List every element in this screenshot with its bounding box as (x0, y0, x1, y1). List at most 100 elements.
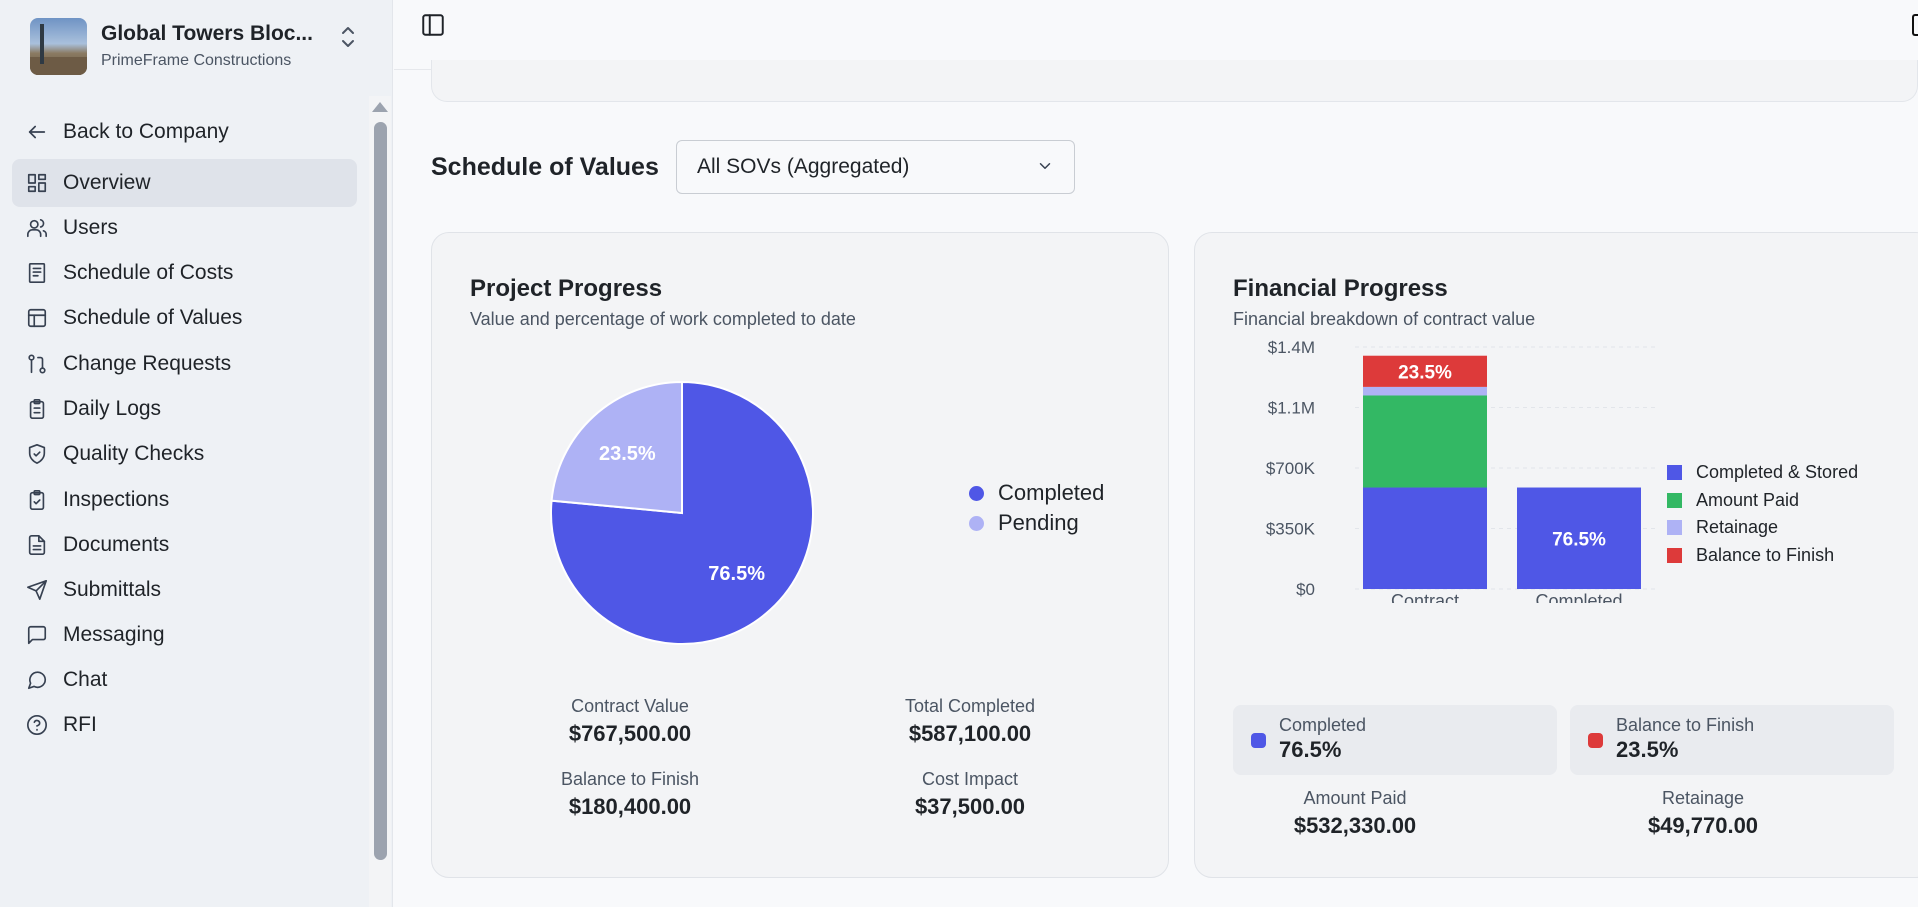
sidebar-item-rfi[interactable]: RFI (12, 701, 357, 749)
file-text-icon (25, 533, 49, 557)
clipboard-check-icon (25, 488, 49, 512)
sidebar-item-label: Daily Logs (63, 397, 162, 420)
sidebar-item-users[interactable]: Users (12, 204, 357, 252)
chevron-down-icon (1039, 163, 1051, 169)
scroll-up-arrow-icon[interactable] (372, 102, 388, 112)
bar-contract-amount-paid[interactable] (1363, 395, 1487, 488)
x-tick-label: Contract (1391, 591, 1459, 603)
legend-swatch (969, 515, 984, 531)
sidebar-item-quality-checks[interactable]: Quality Checks (12, 430, 357, 478)
help-circle-icon (25, 713, 49, 737)
badge-label: Balance to Finish (1616, 715, 1755, 735)
badge-value: 23.5% (1616, 737, 1679, 762)
badge-swatch (1588, 733, 1603, 748)
legend-swatch (1667, 465, 1682, 481)
bar-contract-retainage[interactable] (1363, 386, 1487, 396)
stat-value: $532,330.00 (1293, 813, 1417, 838)
legend-swatch (1667, 520, 1682, 536)
message-square-icon (25, 623, 49, 647)
legend-item-completed[interactable]: Completed (969, 478, 1104, 508)
legend-swatch (1667, 492, 1682, 508)
dashboard-icon (25, 171, 49, 195)
stat-label: Retainage (1661, 788, 1745, 808)
sidebar-item-label: Schedule of Values (63, 306, 243, 329)
sidebar-item-change-requests[interactable]: Change Requests (12, 340, 357, 388)
sidebar-item-label: Schedule of Costs (63, 261, 234, 284)
sidebar-item-label: Change Requests (63, 352, 232, 375)
clipboard-list-icon (25, 397, 49, 421)
sidebar-item-label: Inspections (63, 488, 170, 511)
stat-label: Cost Impact (921, 769, 1019, 789)
window-edge-icon (1912, 14, 1918, 36)
git-pull-request-icon (25, 352, 49, 376)
pie-slice-pending[interactable] (550, 380, 683, 515)
message-circle-icon (25, 668, 49, 692)
stat-label: Contract Value (571, 696, 689, 716)
top-bar (394, 0, 1918, 70)
chevrons-up-down-icon[interactable] (336, 22, 360, 52)
financial-progress-card: Financial Progress Financial breakdown o… (1194, 232, 1918, 878)
stat-retainage: Retainage $49,770.00 (1573, 788, 1833, 839)
legend-label: Pending (998, 510, 1079, 535)
stat-value: $37,500.00 (914, 794, 1026, 819)
stat-amount-paid: Amount Paid $532,330.00 (1225, 788, 1485, 839)
financial-progress-bar-chart: $0 $350K $700K $1.1M $1.4M 23.5% Contract 76.5%… (1266, 338, 1655, 603)
stat-contract-value: Contract Value $767,500.00 (500, 696, 760, 747)
bar-legend: Completed & Stored Amount Paid Retainage… (1667, 459, 1858, 569)
users-icon (25, 216, 49, 240)
legend-label: Completed (998, 480, 1105, 505)
badge-label: Completed (1279, 715, 1367, 735)
sidebar-item-messaging[interactable]: Messaging (12, 611, 357, 659)
completed-badge: Completed 76.5% (1233, 705, 1557, 775)
y-tick-label: $700K (1266, 459, 1316, 478)
sidebar-item-inspections[interactable]: Inspections (12, 476, 357, 524)
y-tick-label: $0 (1296, 580, 1315, 599)
legend-item-balance-to-finish[interactable]: Balance to Finish (1667, 542, 1858, 570)
sidebar-scrollbar-thumb[interactable] (374, 122, 387, 860)
back-to-company-link[interactable]: Back to Company (12, 108, 357, 156)
legend-item-amount-paid[interactable]: Amount Paid (1667, 487, 1858, 515)
sov-select[interactable]: All SOVs (Aggregated) (676, 140, 1075, 194)
stat-balance-to-finish: Balance to Finish $180,400.00 (500, 769, 760, 820)
balance-badge: Balance to Finish 23.5% (1570, 705, 1894, 775)
sidebar-item-chat[interactable]: Chat (12, 656, 357, 704)
card-title: Financial Progress (1233, 275, 1448, 302)
project-thumbnail (30, 17, 87, 75)
sidebar-item-label: Submittals (63, 578, 162, 601)
card-title: Project Progress (470, 275, 663, 302)
legend-item-completed-stored[interactable]: Completed & Stored (1667, 459, 1858, 487)
stat-label: Total Completed (904, 696, 1036, 716)
sidebar-item-label: Chat (63, 668, 108, 691)
sidebar-toggle-icon[interactable] (420, 12, 446, 38)
bar-completed-completed-stored[interactable] (1517, 487, 1641, 589)
stat-label: Amount Paid (1303, 788, 1407, 808)
company-name: PrimeFrame Constructions (101, 52, 292, 69)
stat-total-completed: Total Completed $587,100.00 (840, 696, 1100, 747)
sidebar-nav: Back to Company Overview Users Schedule … (0, 100, 370, 907)
bar-contract-balance-to-finish[interactable] (1363, 355, 1487, 387)
sidebar-item-submittals[interactable]: Submittals (12, 566, 357, 614)
legend-item-retainage[interactable]: Retainage (1667, 514, 1858, 542)
card-subtitle: Financial breakdown of contract value (1233, 309, 1536, 329)
back-label: Back to Company (63, 120, 229, 143)
pie-data-label: 76.5% (708, 563, 765, 585)
y-tick-label: $1.1M (1268, 399, 1315, 418)
legend-item-pending[interactable]: Pending (969, 508, 1104, 538)
pie-data-label: 23.5% (599, 443, 656, 465)
card-subtitle: Value and percentage of work completed t… (470, 309, 856, 329)
sidebar-item-schedule-of-values[interactable]: Schedule of Values (12, 294, 357, 342)
sidebar-item-overview[interactable]: Overview (12, 159, 357, 207)
sidebar-item-daily-logs[interactable]: Daily Logs (12, 385, 357, 433)
sidebar: Global Towers Bloc... PrimeFrame Constru… (0, 0, 393, 907)
bar-contract-completed-stored[interactable] (1363, 487, 1487, 589)
arrow-left-icon (25, 120, 49, 144)
receipt-icon (25, 261, 49, 285)
project-progress-card: Project Progress Value and percentage of… (431, 232, 1169, 878)
legend-label: Amount Paid (1696, 489, 1800, 510)
legend-swatch (1667, 547, 1682, 563)
send-icon (25, 578, 49, 602)
y-tick-label: $350K (1266, 520, 1316, 539)
project-switcher[interactable]: Global Towers Bloc... PrimeFrame Constru… (0, 0, 393, 92)
sidebar-item-documents[interactable]: Documents (12, 521, 357, 569)
sidebar-item-schedule-of-costs[interactable]: Schedule of Costs (12, 249, 357, 297)
